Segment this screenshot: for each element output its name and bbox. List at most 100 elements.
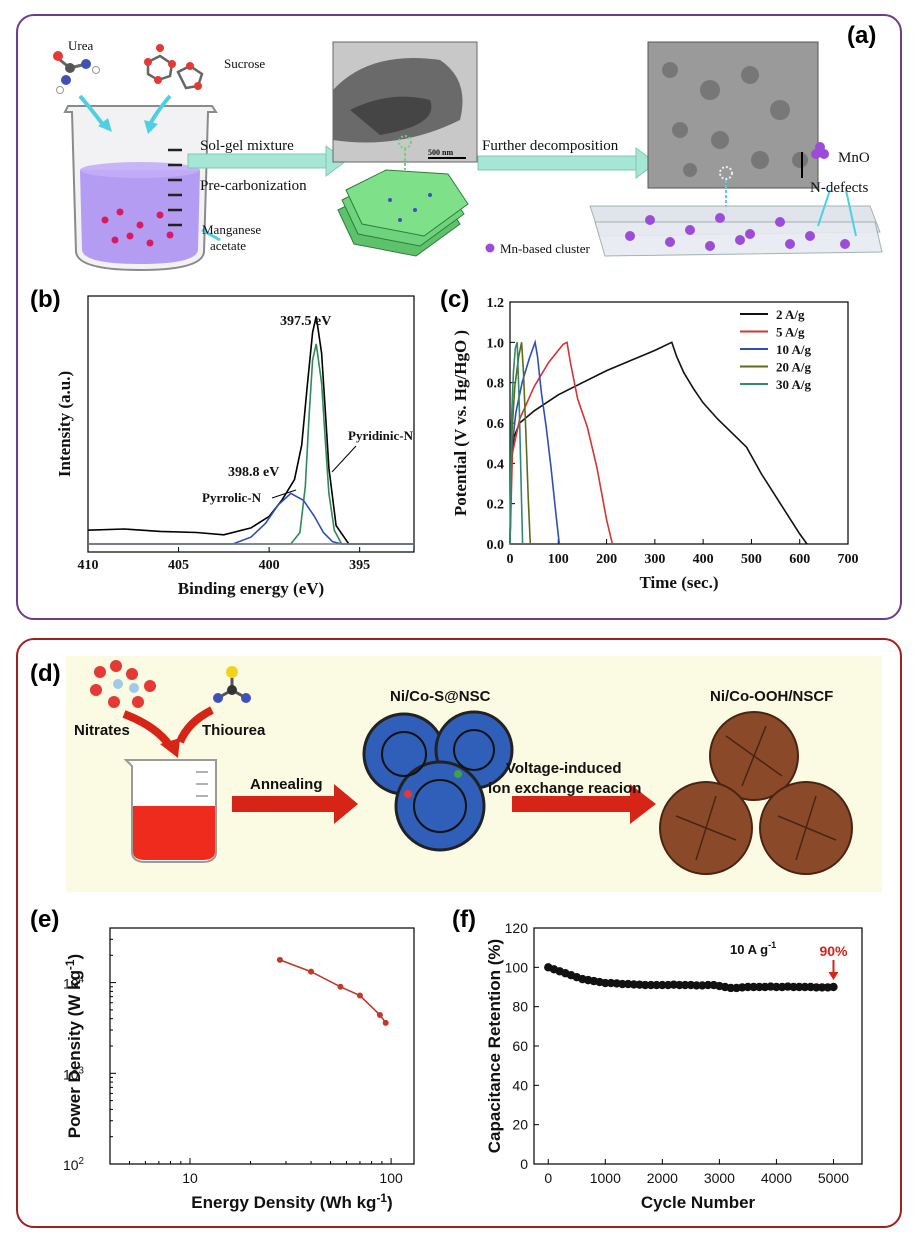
gcd-series-line: [509, 341, 808, 545]
x-tick-label: 200: [596, 552, 617, 567]
y-axis-title: Intensity (a.u.): [55, 371, 74, 477]
fullerene-spheres-icon: [362, 710, 514, 852]
legend-entry: 20 A/g: [776, 360, 812, 375]
gcd-series-line: [509, 342, 524, 545]
xps-series-line: [88, 492, 414, 545]
x-tick-label: 500: [741, 552, 762, 567]
panel-label-e: (e): [30, 906, 60, 933]
ragone-point: [356, 992, 363, 999]
mno-label: MnO: [838, 150, 870, 166]
beaker-icon: [123, 759, 217, 863]
x-axis-title: Time (sec.): [640, 573, 719, 592]
x-tick-label: 3000: [704, 1170, 735, 1186]
thiourea-molecule-icon: [213, 666, 251, 703]
y-tick-label: 1.0: [487, 336, 505, 351]
panel-label-c: (c): [440, 286, 470, 313]
x-tick-label: 405: [168, 558, 189, 573]
x-tick-label: 410: [78, 558, 99, 573]
y-tick-label: 0.8: [487, 377, 505, 392]
graphene-sheet-icon: [337, 169, 469, 257]
precarb-label: Pre-carbonization: [200, 178, 307, 194]
annealing-arrow-icon: [232, 784, 358, 824]
mn-cluster-icon: [485, 243, 495, 253]
panel-frame-bottom: [16, 638, 902, 1228]
x-tick-label: 10: [182, 1170, 198, 1186]
annealing-label: Annealing: [250, 776, 323, 793]
gcd-chart: 0 100 200 300 400 500 600 700 0.0 0.2 0.4 0.6 0.8 1.0…: [451, 296, 859, 592]
pyridinic-pointer: [331, 445, 357, 473]
y-axis-title: Capacitance Retention (%): [485, 939, 504, 1153]
panel-frame-top: [16, 14, 902, 620]
thiourea-label: Thiourea: [202, 722, 266, 739]
x-axis-title: Energy Density (Wh kg-1): [191, 1191, 392, 1212]
voltage-arrow-icon: [512, 784, 656, 824]
xps-series-line: [88, 343, 414, 545]
scheme-d-graphic: [66, 656, 882, 892]
panel-label-f: (f): [452, 906, 476, 933]
ragone-point: [337, 983, 344, 990]
x-tick-label: 300: [644, 552, 665, 567]
y-tick-label: 0.2: [487, 498, 505, 513]
xps-series-line: [87, 316, 414, 545]
pyrrolic-pointer: [271, 489, 297, 499]
panel-label-d: (d): [30, 660, 61, 687]
y-tick-label: 120: [505, 920, 529, 936]
y-tick-label: 40: [512, 1077, 528, 1093]
urea-molecule-icon: [53, 51, 100, 94]
legend-entry: 2 A/g: [776, 307, 805, 322]
y-tick-label: 100: [505, 959, 529, 975]
legend-entry: 30 A/g: [776, 377, 812, 392]
panel-label-a: (a): [847, 22, 877, 49]
mno-cluster-icon: [811, 142, 829, 159]
further-label: Further decomposition: [482, 138, 619, 154]
y-tick-label: 0.0: [487, 538, 505, 553]
sucrose-label: Sucrose: [224, 56, 266, 71]
legend-entry: 5 A/g: [776, 325, 805, 340]
y-tick-label: 20: [512, 1117, 528, 1133]
ragone-point: [376, 1011, 383, 1018]
x-tick-label: 0: [544, 1170, 552, 1186]
y-axis-title: Potential (V vs. Hg/HgO ): [451, 330, 470, 516]
scalebar-label: 500 nm: [428, 148, 454, 157]
y-tick-label: 1.2: [487, 296, 505, 311]
retention-point: [829, 982, 838, 992]
nitrates-label: Nitrates: [74, 722, 130, 739]
x-tick-label: 400: [693, 552, 714, 567]
scheme-a-graphic: [53, 41, 883, 272]
y-tick-label: 80: [512, 999, 528, 1015]
y-tick-label: 103: [63, 1065, 85, 1082]
acetate-label: acetate: [210, 238, 247, 253]
solgel-label: Sol-gel mixture: [200, 138, 294, 154]
voltage-label-1: Voltage-induced: [506, 760, 622, 777]
rate-annotation: 10 A g-1: [730, 940, 776, 957]
plot-frame: [533, 927, 863, 1165]
gcd-series-line: [509, 339, 561, 545]
y-tick-label: 0.4: [487, 457, 505, 472]
ragone-point: [382, 1019, 389, 1026]
x-tick-label: 400: [259, 558, 280, 573]
x-axis-title: Cycle Number: [641, 1193, 756, 1212]
ndefects-label: N-defects: [810, 180, 869, 196]
x-tick-label: 700: [838, 552, 859, 567]
peak-label-397: 397.5 eV: [280, 314, 331, 329]
ragone-point: [308, 968, 315, 975]
y-tick-label: 0: [520, 1156, 528, 1172]
x-tick-label: 395: [349, 558, 370, 573]
product1-label: Ni/Co-S@NSC: [390, 688, 491, 705]
nitrates-icon: [90, 660, 156, 708]
product2-label: Ni/Co-OOH/NSCF: [710, 688, 834, 705]
y-axis-title: Power Density (W kg-1): [63, 954, 84, 1138]
x-tick-label: 0: [507, 552, 514, 567]
y-tick-label: 104: [63, 975, 85, 992]
urea-label: Urea: [68, 38, 94, 53]
peak-label-398: 398.8 eV: [228, 465, 279, 480]
y-tick-label: 0.6: [487, 417, 505, 432]
panel-label-b: (b): [30, 286, 61, 313]
y-tick-label: 60: [512, 1038, 528, 1054]
final-arrow-head: [828, 972, 839, 980]
graphene-clusters-icon: [589, 205, 883, 257]
beaker-icon: [63, 105, 218, 272]
x-tick-label: 100: [548, 552, 569, 567]
plot-frame: [87, 295, 415, 553]
